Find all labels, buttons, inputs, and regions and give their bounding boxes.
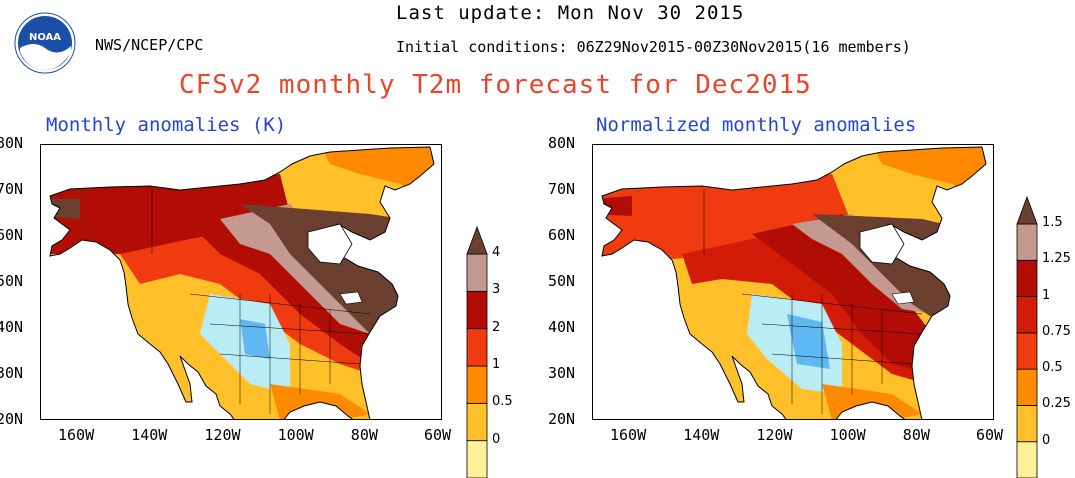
colorbar-segment [466, 365, 488, 404]
lat-tick-label: 20N [548, 410, 576, 428]
org-label: NWS/NCEP/CPC [95, 36, 204, 54]
colorbar-segment [1016, 368, 1038, 406]
lat-tick-label: 30N [0, 364, 24, 382]
lat-tick-label: 60N [548, 226, 576, 244]
lon-tick-label: 140W [683, 426, 720, 444]
colorbar-label: 0 [1042, 432, 1051, 448]
colorbar-label: 1 [1042, 287, 1051, 303]
logo-text: NOAA [29, 32, 61, 43]
lon-tick-label: 160W [58, 426, 95, 444]
colorbar-arrow [1016, 196, 1038, 225]
lon-tick-label: 60W [976, 426, 1004, 444]
colorbar-label: 0.5 [492, 394, 513, 410]
lat-tick-label: 50N [0, 272, 24, 290]
lon-tick-label: 140W [131, 426, 168, 444]
colorbar-label: 0.25 [1042, 396, 1071, 412]
lon-tick-label: 80W [350, 426, 378, 444]
colorbar-label: 0.5 [1042, 360, 1063, 376]
lon-tick-label: 100W [829, 426, 866, 444]
lat-tick-label: 70N [0, 180, 24, 198]
colorbar-label: 1.5 [1042, 215, 1063, 230]
lon-tick-label: 100W [277, 426, 314, 444]
colorbar-arrow [466, 226, 488, 255]
lat-tick-label: 50N [548, 272, 576, 290]
lon-tick-label: 80W [902, 426, 930, 444]
colorbar-label: 1.25 [1042, 251, 1071, 267]
colorbar-segment [1016, 405, 1038, 443]
anomaly-colorbar [466, 226, 488, 478]
lat-tick-label: 80N [548, 134, 576, 152]
initial-conditions: Initial conditions: 06Z29Nov2015-00Z30No… [396, 38, 911, 56]
panel-title-anomalies: Monthly anomalies (K) [46, 114, 287, 136]
colorbar-label: 3 [492, 282, 501, 298]
anomaly-map [40, 144, 442, 420]
panel-title-normalized: Normalized monthly anomalies [596, 114, 917, 136]
lon-tick-label: 160W [610, 426, 647, 444]
normalized-colorbar [1016, 196, 1038, 478]
colorbar-label: 2 [492, 319, 501, 335]
colorbar-segment [1016, 332, 1038, 370]
lat-tick-label: 30N [548, 364, 576, 382]
lat-tick-label: 20N [0, 410, 24, 428]
colorbar-segment [466, 290, 488, 330]
lon-tick-label: 120W [756, 426, 793, 444]
colorbar-segment [466, 440, 488, 478]
colorbar-segment [1016, 223, 1038, 261]
page-title: CFSv2 monthly T2m forecast for Dec2015 [179, 70, 812, 100]
colorbar-segment [1016, 259, 1038, 297]
normalized-map [592, 144, 994, 420]
lat-tick-label: 40N [548, 318, 576, 336]
colorbar-label: 4 [492, 245, 501, 260]
colorbar-segment [466, 402, 488, 442]
lat-tick-label: 60N [0, 226, 24, 244]
colorbar-segment [466, 253, 488, 292]
colorbar-label: 1 [492, 357, 501, 372]
colorbar-segment [466, 328, 488, 367]
lat-tick-label: 40N [0, 318, 24, 336]
noaa-logo: NOAA [14, 12, 76, 74]
colorbar-label: 0 [492, 431, 501, 447]
colorbar-segment [1016, 441, 1038, 478]
colorbar-label: 0.75 [1042, 323, 1071, 339]
last-update: Last update: Mon Nov 30 2015 [396, 2, 745, 24]
lat-tick-label: 70N [548, 180, 576, 198]
colorbar-segment [1016, 296, 1038, 334]
lon-tick-label: 60W [424, 426, 452, 444]
lon-tick-label: 120W [204, 426, 241, 444]
lat-tick-label: 80N [0, 134, 24, 152]
